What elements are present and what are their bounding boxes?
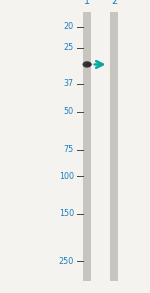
Ellipse shape [82,61,91,68]
Ellipse shape [85,62,92,67]
Text: 20: 20 [64,22,74,31]
Bar [110,12,118,281]
Text: 150: 150 [59,209,74,218]
Text: 25: 25 [64,43,74,52]
Text: 250: 250 [59,257,74,266]
Text: 37: 37 [64,79,74,88]
Text: 100: 100 [59,172,74,181]
Bar [83,12,91,281]
Text: 1: 1 [84,0,90,6]
Text: 75: 75 [64,145,74,154]
Text: 50: 50 [64,107,74,116]
Text: 2: 2 [111,0,117,6]
